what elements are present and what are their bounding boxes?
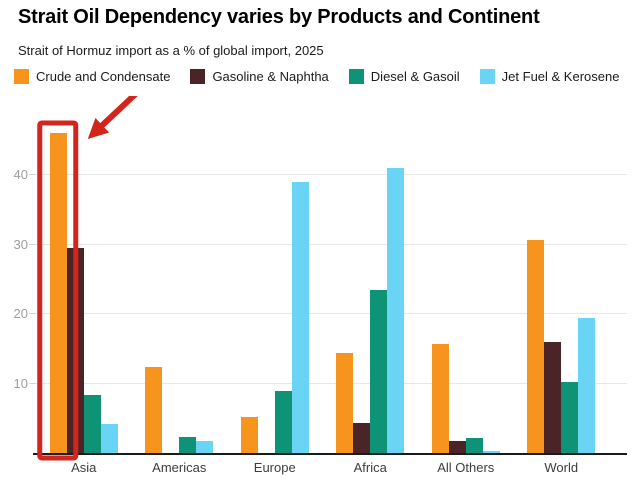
x-axis-label-americas: Americas [152, 460, 207, 475]
bar-europe-diesel-gasoil [274, 391, 292, 454]
bar-group-asia: Asia [36, 112, 132, 475]
legend-label: Jet Fuel & Kerosene [501, 69, 620, 84]
legend-item-jet-fuel-kerosene: Jet Fuel & Kerosene [479, 69, 620, 84]
bar-group-europe: Europe [227, 112, 323, 475]
bar-group-world: World [514, 112, 610, 475]
bar-americas-crude-and-condensate [145, 366, 163, 454]
bar-africa-crude-and-condensate [336, 352, 354, 454]
bar-asia-diesel-gasoil [83, 394, 101, 454]
bar-europe-crude-and-condensate [240, 417, 258, 454]
x-axis-label-europe: Europe [253, 460, 296, 475]
legend-swatch-icon [348, 69, 364, 84]
y-tick-label-10: 10 [13, 376, 28, 392]
gridline-30 [36, 243, 627, 245]
y-tick-mark-20 [29, 313, 36, 315]
legend: Crude and Condensate Gasoline & Naphtha Di… [14, 69, 619, 84]
bar-all-others-diesel-gasoil [465, 437, 483, 454]
bar-chart: 10 20 30 40 Asia Americas Europe Africa All Othe… [0, 96, 636, 487]
gridline-10 [36, 383, 627, 385]
bar-world-diesel-gasoil [561, 382, 579, 454]
x-axis-label-asia: Asia [71, 460, 97, 475]
bars-world [514, 112, 610, 454]
bars-europe [227, 112, 323, 454]
legend-swatch-icon [14, 69, 29, 84]
gridline-20 [36, 313, 627, 315]
bar-all-others-crude-and-condensate [431, 343, 449, 454]
bars-all-others [418, 112, 514, 454]
bar-world-crude-and-condensate [527, 239, 545, 454]
plot-area: 10 20 30 40 Asia Americas Europe Africa All Othe… [14, 112, 627, 475]
gridline-40 [36, 173, 627, 175]
legend-item-crude-and-condensate: Crude and Condensate [14, 69, 170, 84]
legend-swatch-icon [479, 69, 495, 84]
bar-group-africa: Africa [323, 112, 419, 475]
legend-swatch-icon [190, 69, 206, 84]
legend-item-gasoline-naphtha: Gasoline & Naphtha [190, 69, 329, 84]
bar-asia-crude-and-condensate [49, 132, 67, 454]
bar-group-americas: Americas [132, 112, 228, 475]
y-tick-label-40: 40 [13, 166, 28, 182]
legend-label: Crude and Condensate [36, 69, 171, 84]
y-tick-label-30: 30 [13, 236, 28, 252]
y-tick-label-20: 20 [13, 306, 28, 322]
page-title: Strait Oil Dependency varies by Products… [18, 6, 540, 28]
legend-label: Diesel & Gasoil [370, 69, 460, 84]
bar-americas-jet-fuel-kerosene [196, 441, 214, 454]
legend-item-diesel-gasoil: Diesel & Gasoil [348, 69, 460, 84]
bar-africa-gasoline-naphtha [353, 422, 371, 454]
bar-asia-gasoline-naphtha [66, 248, 84, 454]
legend-label: Gasoline & Naphtha [212, 69, 329, 84]
bar-all-others-jet-fuel-kerosene [482, 450, 500, 454]
x-axis-line [33, 453, 627, 455]
bar-europe-jet-fuel-kerosene [291, 181, 309, 454]
y-tick-mark-40 [29, 173, 36, 175]
bars-asia [36, 112, 132, 454]
bars-americas [132, 112, 228, 454]
x-axis-label-world: World [544, 460, 579, 475]
bar-africa-diesel-gasoil [370, 289, 388, 454]
bar-world-jet-fuel-kerosene [578, 317, 596, 454]
bar-all-others-gasoline-naphtha [448, 441, 466, 454]
bar-asia-jet-fuel-kerosene [100, 424, 118, 454]
bar-world-gasoline-naphtha [544, 342, 562, 454]
bar-groups: Asia Americas Europe Africa All Others World [36, 112, 610, 475]
bars-africa [323, 112, 419, 454]
bar-africa-jet-fuel-kerosene [387, 167, 405, 454]
x-axis-label-africa: Africa [353, 460, 387, 475]
y-tick-mark-30 [29, 243, 36, 245]
bar-americas-diesel-gasoil [179, 436, 197, 454]
x-axis-label-all-others: All Others [437, 460, 495, 475]
page-subtitle: Strait of Hormuz import as a % of global… [18, 43, 324, 58]
y-tick-mark-10 [29, 383, 36, 385]
bar-group-all-others: All Others [418, 112, 514, 475]
